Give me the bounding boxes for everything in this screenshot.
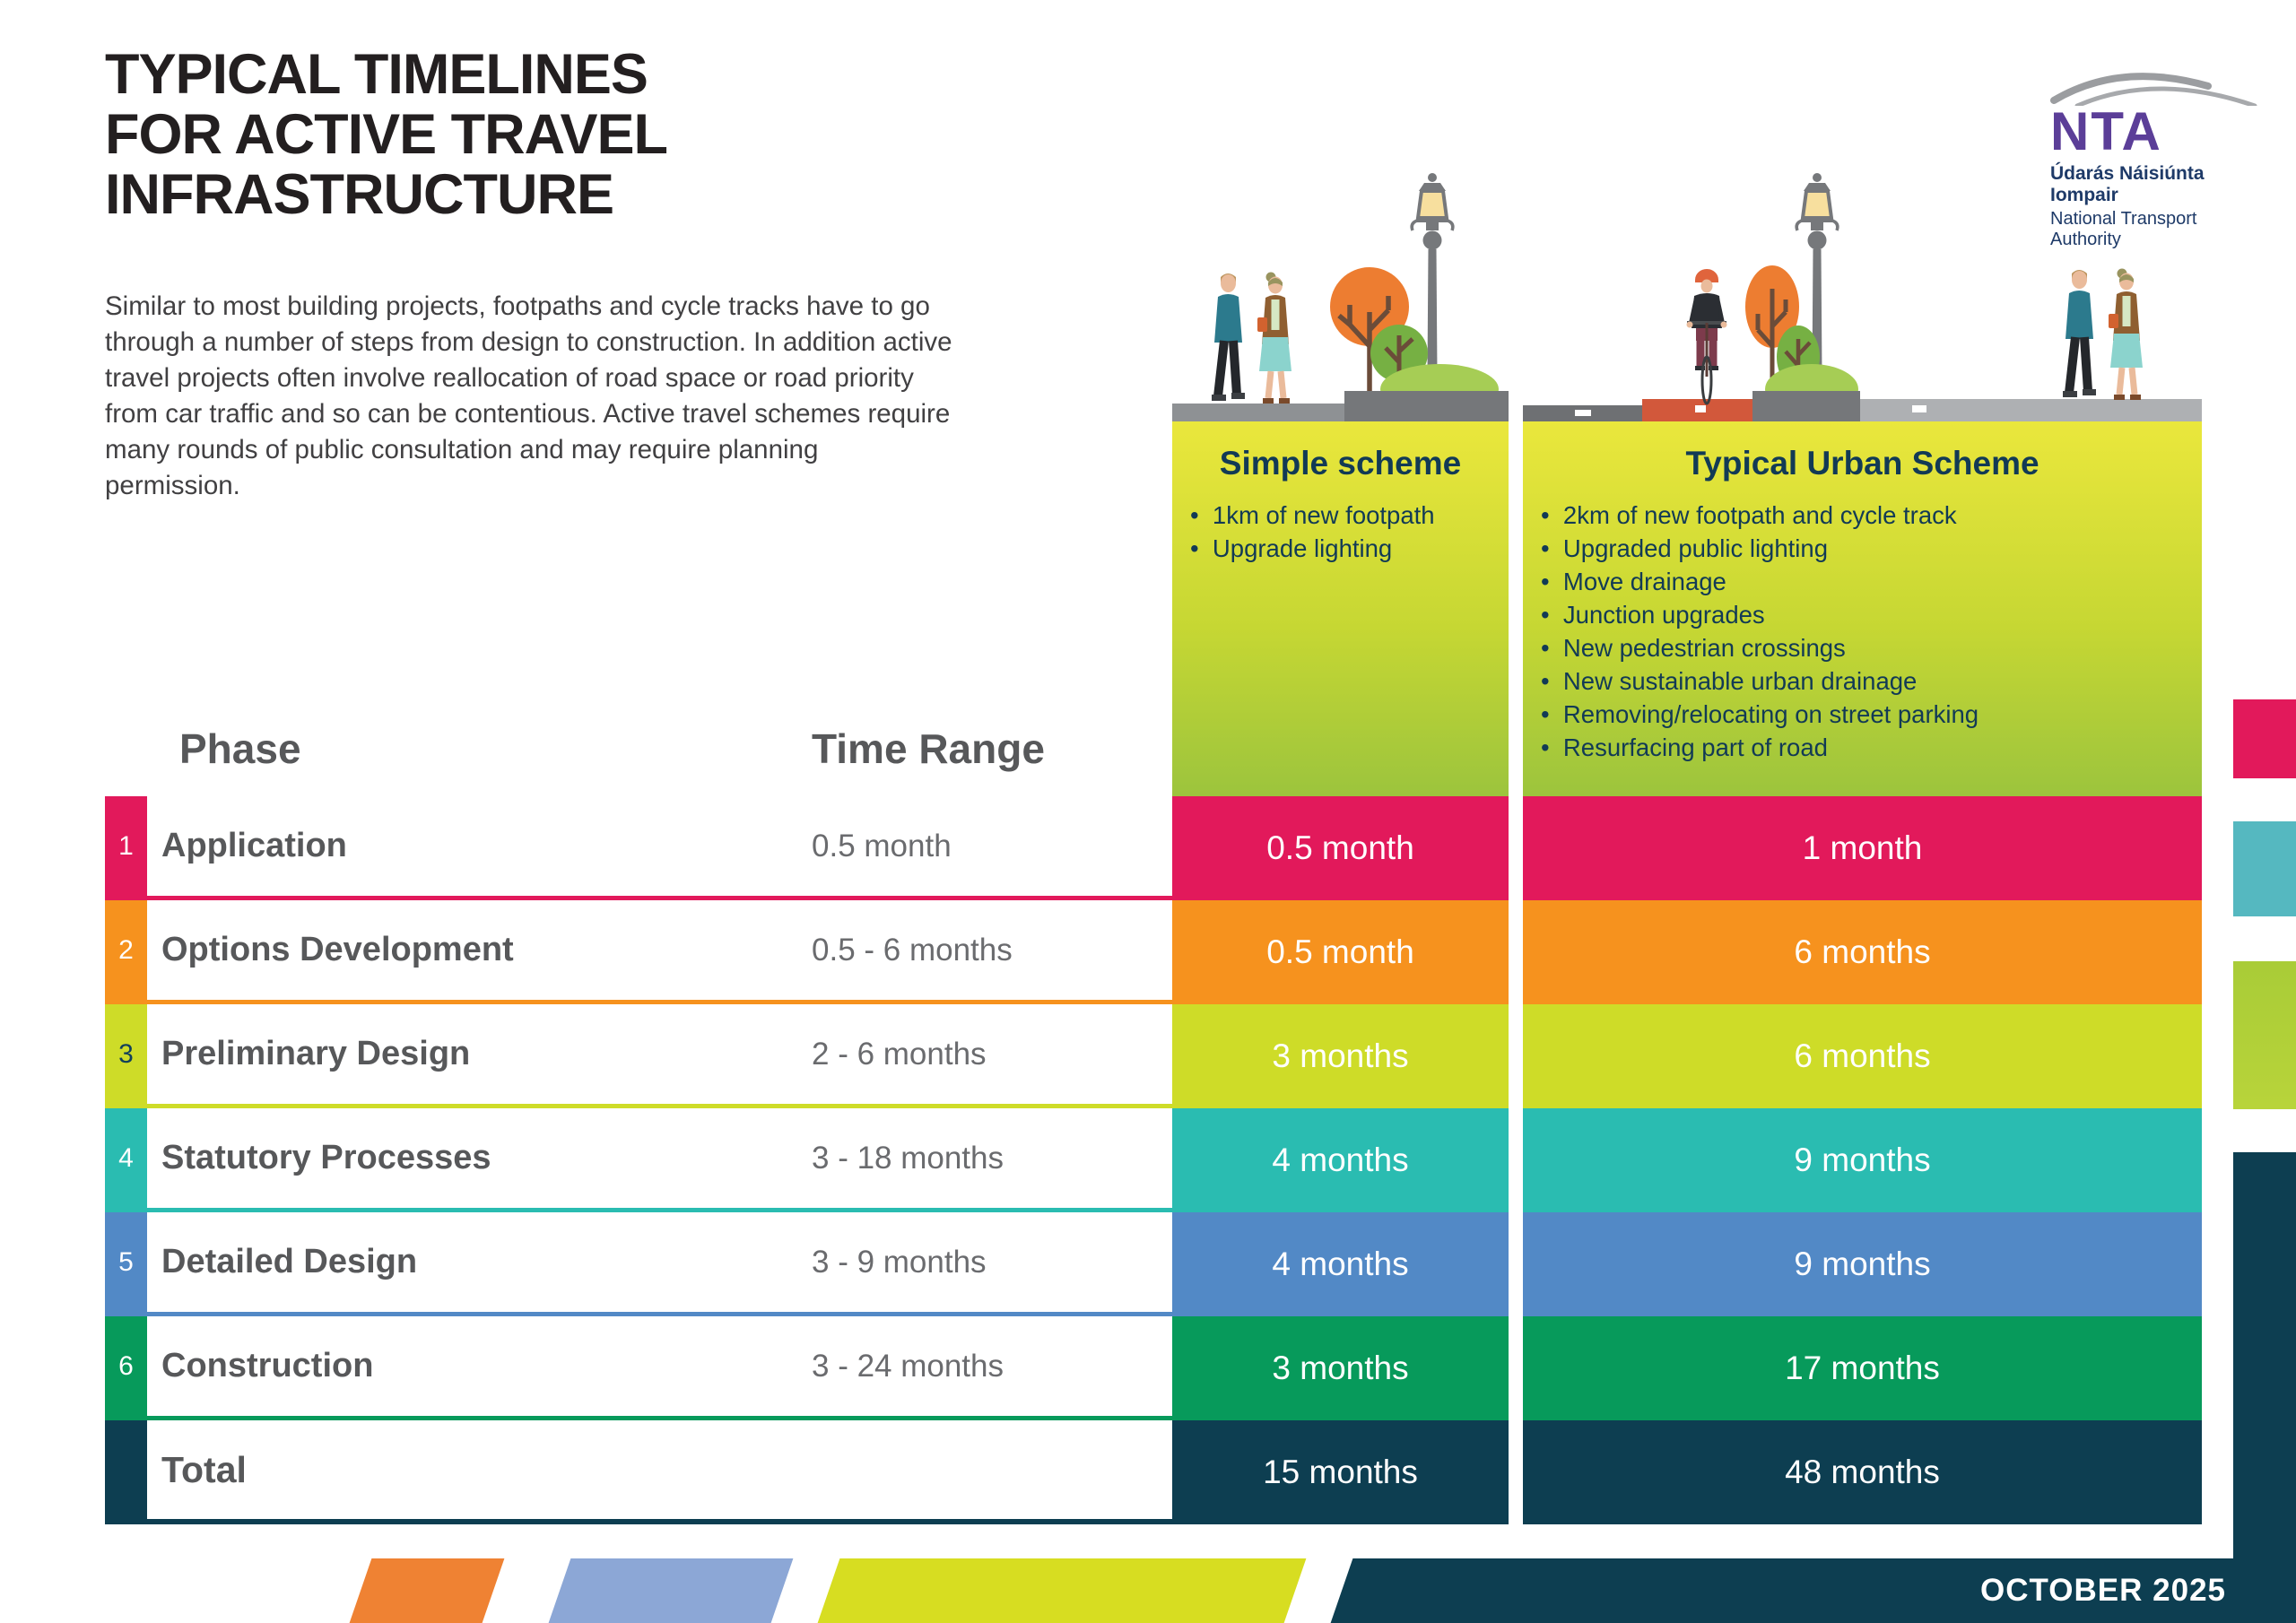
footpath-marking (1912, 405, 1926, 412)
logo-name-english: National Transport Authority (2050, 209, 2197, 249)
decorative-square-lime (2233, 961, 2296, 1109)
time-range-value: 3 - 24 months (812, 1348, 1004, 1384)
row-number-tab: 4 (105, 1108, 147, 1208)
footer-shape-blue (548, 1558, 794, 1623)
simple-scheme-cell: 4 months (1172, 1108, 1509, 1212)
urban-scheme-cell: 6 months (1523, 900, 2202, 1004)
table-row: 1 Application 0.5 month (105, 796, 1175, 900)
decorative-square-pink (2233, 699, 2296, 778)
table-row: 5 Detailed Design 3 - 9 months (105, 1212, 1175, 1316)
row-number-tab: 6 (105, 1316, 147, 1416)
phase-column-header: Phase (179, 725, 301, 772)
total-row: Total (105, 1420, 1175, 1524)
urban-scheme-cell: 6 months (1523, 1004, 2202, 1108)
simple-scheme-values: 0.5 month 0.5 month 3 months 4 months 4 mont… (1172, 796, 1509, 1524)
row-number-tab: 2 (105, 900, 147, 1000)
phase-label: Preliminary Design (161, 1035, 471, 1072)
page-title-line: FOR ACTIVE TRAVEL (105, 103, 668, 166)
scheme-bullet: Upgrade lighting (1190, 532, 1496, 565)
scheme-bullet: Upgraded public lighting (1541, 532, 2189, 565)
time-range-value: 3 - 18 months (812, 1140, 1004, 1176)
logo-swoosh-icon (2050, 73, 2257, 106)
row-color-tab (105, 1420, 147, 1519)
simple-scheme-cell: 4 months (1172, 1212, 1509, 1316)
simple-scheme-cell: 3 months (1172, 1316, 1509, 1420)
urban-scheme-panel: Typical Urban Scheme 2km of new footpath… (1523, 421, 2202, 796)
urban-scheme-cell: 17 months (1523, 1316, 2202, 1420)
urban-scheme-cell: 48 months (1523, 1420, 2202, 1524)
scheme-bullet: Resurfacing part of road (1541, 731, 2189, 764)
time-range-value: 0.5 - 6 months (812, 932, 1013, 968)
simple-scheme-cell: 0.5 month (1172, 900, 1509, 1004)
footpath (1860, 399, 2202, 421)
simple-scheme-cell: 15 months (1172, 1420, 1509, 1524)
urban-scheme-cell: 1 month (1523, 796, 2202, 900)
simple-scheme-cell: 3 months (1172, 1004, 1509, 1108)
footer-date-band: OCTOBER 2025 (1330, 1558, 2296, 1623)
time-range-value: 0.5 month (812, 828, 952, 864)
urban-scheme-values: 1 month 6 months 6 months 9 months 9 months 1… (1523, 796, 2202, 1524)
simple-scheme-title: Simple scheme (1219, 445, 1462, 482)
nta-logo: NTA Údarás Náisiúnta Iompair National Tr… (2050, 59, 2258, 250)
planter (1752, 391, 1860, 421)
row-number-tab: 5 (105, 1212, 147, 1312)
scheme-bullet: New sustainable urban drainage (1541, 664, 2189, 698)
time-range-value: 3 - 9 months (812, 1244, 987, 1280)
row-number-tab: 3 (105, 1004, 147, 1104)
phase-label: Detailed Design (161, 1243, 418, 1280)
urban-scheme-cell: 9 months (1523, 1212, 2202, 1316)
row-number-tab: 1 (105, 796, 147, 896)
simple-scheme-illustration (1172, 171, 1509, 421)
page-title: TYPICAL TIMELINES FOR ACTIVE TRAVEL INFR… (105, 43, 668, 226)
phase-label: Statutory Processes (161, 1139, 491, 1176)
page-title-line: TYPICAL TIMELINES (105, 43, 648, 106)
scheme-bullet: Junction upgrades (1541, 598, 2189, 631)
footer-shape-lime (817, 1558, 1307, 1623)
urban-scheme-cell: 9 months (1523, 1108, 2202, 1212)
scheme-bullet: 2km of new footpath and cycle track (1541, 499, 2189, 532)
pedestrians-icon (1212, 273, 1292, 404)
simple-scheme-panel: Simple scheme 1km of new footpathUpgrade… (1172, 421, 1509, 796)
phase-label: Options Development (161, 931, 514, 968)
decorative-square-teal (2233, 821, 2296, 916)
cycle-track-marking (1695, 405, 1706, 412)
footer-shape-orange (349, 1558, 505, 1623)
table-row: 3 Preliminary Design 2 - 6 months (105, 1004, 1175, 1108)
table-header: Phase Time Range (105, 725, 1175, 778)
urban-scheme-bullets: 2km of new footpath and cycle trackUpgra… (1523, 482, 2202, 764)
urban-scheme-title: Typical Urban Scheme (1685, 445, 2039, 482)
page-title-line: INFRASTRUCTURE (105, 163, 614, 226)
scheme-bullet: Removing/relocating on street parking (1541, 698, 2189, 731)
road-marking (1575, 410, 1591, 416)
planter (1344, 391, 1509, 421)
phase-label: Construction (161, 1347, 374, 1384)
phase-label: Total (161, 1449, 247, 1490)
table-row: 6 Construction 3 - 24 months (105, 1316, 1175, 1420)
logo-acronym: NTA (2050, 101, 2162, 161)
tree-icon (1745, 265, 1799, 395)
cyclist-icon (1687, 269, 1727, 404)
decorative-bar-navy (2233, 1152, 2296, 1623)
simple-scheme-cell: 0.5 month (1172, 796, 1509, 900)
table-row: 4 Statutory Processes 3 - 18 months (105, 1108, 1175, 1212)
scheme-bullet: Move drainage (1541, 565, 2189, 598)
logo-name-irish: Údarás Náisiúnta Iompair (2050, 163, 2205, 205)
pedestrians-icon (2063, 269, 2143, 401)
time-range-value: 2 - 6 months (812, 1036, 987, 1072)
simple-scheme-bullets: 1km of new footpathUpgrade lighting (1172, 482, 1509, 565)
phase-label: Application (161, 827, 347, 864)
urban-scheme-illustration (1523, 171, 2202, 421)
time-range-column-header: Time Range (812, 725, 1045, 772)
phase-table: 1 Application 0.5 month 2 Options Developmen… (105, 796, 1175, 1524)
scheme-bullet: 1km of new footpath (1190, 499, 1496, 532)
table-row: 2 Options Development 0.5 - 6 months (105, 900, 1175, 1004)
publication-date: OCTOBER 2025 (1980, 1573, 2226, 1608)
intro-paragraph: Similar to most building projects, footp… (105, 291, 952, 500)
scheme-bullet: New pedestrian crossings (1541, 631, 2189, 664)
